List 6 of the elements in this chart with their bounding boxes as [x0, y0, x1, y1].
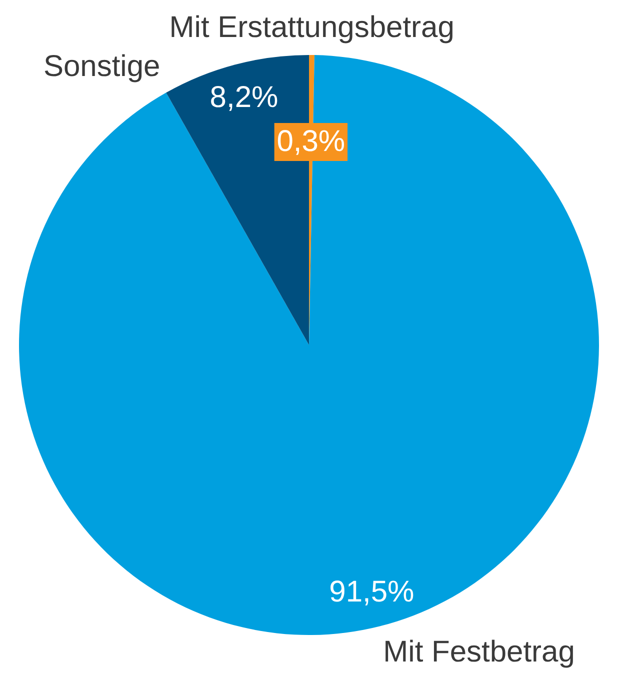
slice-label: Mit Erstattungsbetrag — [169, 11, 454, 44]
slice-label: Sonstige — [43, 50, 160, 84]
data-label: 8,2% — [210, 81, 278, 114]
data-label: 0,3% — [276, 125, 346, 158]
data-label: 91,5% — [329, 575, 414, 608]
slice-label: Mit Festbetrag — [383, 636, 575, 669]
